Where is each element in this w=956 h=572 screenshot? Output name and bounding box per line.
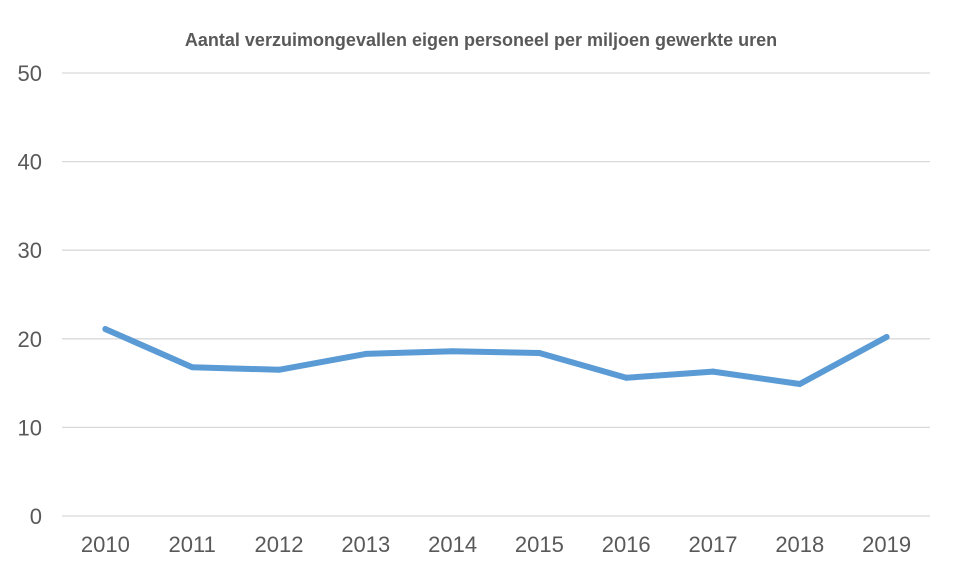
y-tick-label: 10 — [18, 415, 42, 440]
data-point-2016 — [623, 374, 630, 381]
x-tick-label: 2017 — [689, 532, 738, 557]
x-tick-label: 2014 — [428, 532, 477, 557]
series-layer — [102, 326, 890, 387]
x-tick-label: 2015 — [515, 532, 564, 557]
x-tick-label: 2018 — [775, 532, 824, 557]
chart-title: Aantal verzuimongevallen eigen personeel… — [185, 30, 777, 50]
data-point-2011 — [189, 364, 196, 371]
data-point-2014 — [449, 348, 456, 355]
y-tick-label: 30 — [18, 238, 42, 263]
data-point-2012 — [276, 366, 282, 373]
data-point-2013 — [362, 350, 369, 357]
x-tick-label: 2010 — [81, 532, 130, 557]
series-line — [102, 326, 890, 387]
data-point-2018 — [796, 380, 803, 387]
data-point-2010 — [102, 326, 109, 333]
y-tick-label: 0 — [30, 504, 42, 529]
gridlines — [62, 72, 930, 517]
x-tick-label: 2019 — [862, 532, 911, 557]
y-tick-label: 50 — [18, 61, 42, 86]
x-tick-label: 2013 — [341, 532, 390, 557]
x-tick-label: 2011 — [169, 532, 216, 557]
x-tick-label: 2016 — [602, 532, 651, 557]
x-tick-label: 2012 — [255, 532, 304, 557]
x-axis-tick-labels: 2010 2011 2012 2013 2014 2015 2016 2017 2018 2019 — [81, 532, 911, 557]
y-axis-tick-labels: 0 10 20 30 40 50 — [18, 61, 42, 529]
y-tick-label: 20 — [18, 327, 42, 352]
data-point-2015 — [536, 349, 543, 356]
data-point-2019 — [883, 334, 890, 341]
data-point-2017 — [710, 368, 716, 375]
y-tick-label: 40 — [18, 150, 42, 175]
